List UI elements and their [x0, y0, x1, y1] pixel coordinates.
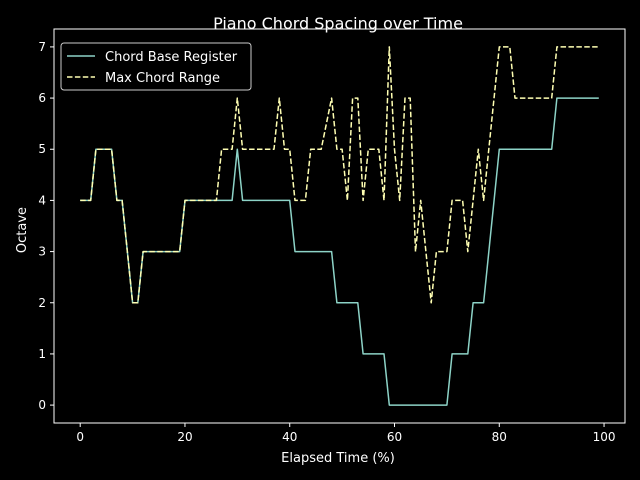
- y-tick-label: 2: [38, 296, 46, 310]
- chart-title: Piano Chord Spacing over Time: [213, 14, 463, 33]
- y-axis-label: Octave: [15, 207, 30, 253]
- x-tick-label: 60: [387, 430, 402, 444]
- series-line-max-chord-range: [80, 46, 599, 304]
- y-axis-ticks: 0 1 2 3 4 5 6 7: [38, 40, 54, 412]
- x-tick-label: 40: [282, 430, 297, 444]
- y-tick-label: 7: [38, 40, 46, 54]
- x-axis-label: Elapsed Time (%): [281, 451, 395, 466]
- y-tick-label: 0: [38, 398, 46, 412]
- x-tick-label: 0: [76, 430, 84, 444]
- legend: Chord Base Register Max Chord Range: [60, 42, 252, 91]
- legend-label-chord-base-register: Chord Base Register: [105, 50, 238, 65]
- x-tick-label: 100: [593, 430, 616, 444]
- plot-area-frame: [53, 28, 626, 424]
- x-tick-label: 20: [177, 430, 192, 444]
- legend-label-max-chord-range: Max Chord Range: [105, 71, 220, 86]
- y-tick-label: 4: [38, 193, 46, 207]
- x-tick-label: 80: [492, 430, 507, 444]
- y-tick-label: 5: [38, 142, 46, 156]
- y-tick-label: 6: [38, 91, 46, 105]
- y-tick-label: 3: [38, 245, 46, 259]
- y-tick-label: 1: [38, 347, 46, 361]
- series-layer: [80, 46, 599, 406]
- legend-box: [60, 42, 252, 91]
- x-axis-ticks: 0 20 40 60 80 100: [76, 423, 615, 444]
